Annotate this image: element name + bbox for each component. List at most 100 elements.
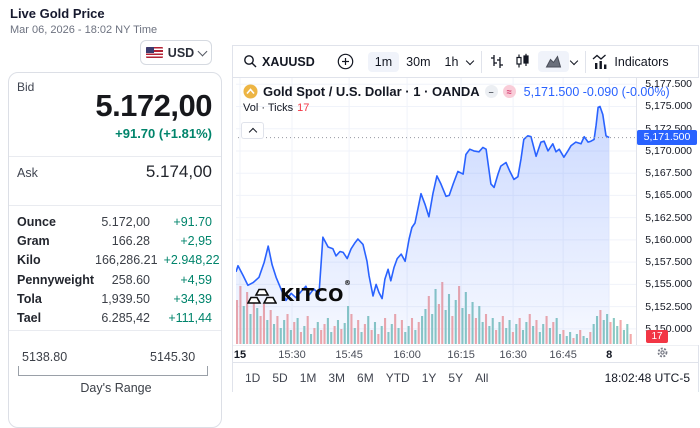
bid-label: Bid <box>17 80 35 94</box>
day-range-label: Day's Range <box>80 381 152 395</box>
toolbar-separator <box>481 50 483 73</box>
price-tick-label: 5,152.500 <box>645 300 692 313</box>
bid-change: +91.70 (+1.81%) <box>115 126 212 141</box>
volume-badge: 17 <box>646 330 668 343</box>
page-title: Live Gold Price <box>10 6 105 21</box>
interval-30m-button[interactable]: 30m <box>406 54 431 69</box>
chevron-down-icon <box>197 46 208 56</box>
price-chart-canvas[interactable] <box>236 78 637 344</box>
divider <box>9 330 221 331</box>
unit-label: Pennyweight <box>17 272 95 287</box>
range-6m-button[interactable]: 6M <box>357 370 374 385</box>
unit-value: 166.28 <box>111 233 150 248</box>
chart-toolbar: XAUUSD 1m 30m 1h Indicators <box>233 46 698 78</box>
range-5d-button[interactable]: 5D <box>272 370 288 385</box>
unit-value: 6.285,42 <box>101 311 150 326</box>
minus-chip-icon[interactable]: – <box>484 85 498 98</box>
indicators-icon <box>592 54 607 69</box>
time-tick-label: 16:00 <box>393 349 421 361</box>
price-tick-label: 5,167.500 <box>645 167 692 180</box>
candles-style-button[interactable] <box>514 53 531 70</box>
time-tick-label: 16:30 <box>499 349 527 361</box>
compare-add-button[interactable] <box>337 53 354 70</box>
chart-legend: Gold Spot / U.S. Dollar · 1 · OANDA – ≈ … <box>243 84 670 114</box>
unit-value: 1,939.50 <box>101 291 150 306</box>
interval-1m-button[interactable]: 1m <box>367 51 400 72</box>
table-row-ounce: Ounce 5.172,00 +91.70 <box>17 212 212 231</box>
volume-label: Vol · Ticks <box>243 102 294 114</box>
indicators-label: Indicators <box>614 54 669 69</box>
toolbar-separator <box>585 50 587 73</box>
candles-icon <box>516 53 530 68</box>
divider <box>9 205 221 206</box>
table-row-pennyweight: Pennyweight 258.60 +4,59 <box>17 270 212 289</box>
chart-plot-area[interactable]: Gold Spot / U.S. Dollar · 1 · OANDA – ≈ … <box>233 78 698 345</box>
range-toolbar: 1D 5D 1M 3M 6M YTD 1Y 5Y All 18:02:48 UT… <box>233 362 698 392</box>
table-row-gram: Gram 166.28 +2,95 <box>17 231 212 250</box>
volume-legend: Vol · Ticks 17 <box>243 102 670 114</box>
bars-style-button[interactable] <box>488 53 505 70</box>
unit-label: Ounce <box>17 214 56 229</box>
currency-select[interactable]: USD <box>140 40 212 65</box>
range-1y-button[interactable]: 1Y <box>421 370 437 385</box>
timezone-button[interactable]: 18:02:48 UTC-5 <box>604 370 690 385</box>
price-tick-label: 5,162.500 <box>645 211 692 224</box>
unit-conversion-table: Ounce 5.172,00 +91.70 Gram 166.28 +2,95 … <box>17 212 220 328</box>
us-flag-icon <box>145 47 163 58</box>
range-all-button[interactable]: All <box>475 370 489 385</box>
ask-value: 5.174,00 <box>145 162 212 181</box>
gear-icon[interactable] <box>656 346 669 359</box>
day-range-low: 5138.80 <box>22 350 68 364</box>
price-axis[interactable]: 5,177.500 5,175.000 5,172.500 5,170.000 5,16… <box>636 78 699 345</box>
unit-change: +2,95 <box>180 233 212 248</box>
time-tick-label: 15:30 <box>278 349 306 361</box>
price-tick-label: 5,157.500 <box>645 256 692 269</box>
price-tick-label: 5,170.000 <box>645 144 692 157</box>
ohlc-bars-icon <box>491 55 504 68</box>
range-ytd-button[interactable]: YTD <box>385 370 410 385</box>
price-tick-label: 5,175.000 <box>645 100 692 113</box>
bid-value: 5.172,00 <box>95 88 212 123</box>
unit-change: +91.70 <box>173 214 212 229</box>
range-1d-button[interactable]: 1D <box>245 370 261 385</box>
time-axis[interactable]: 15 15:30 15:45 16:00 16:15 16:30 16:45 8 <box>233 345 698 362</box>
symbol-title[interactable]: Gold Spot / U.S. Dollar · 1 · OANDA <box>263 84 480 99</box>
price-tick-label: 5,155.000 <box>645 278 692 291</box>
kitco-watermark: KITCO® <box>247 279 352 306</box>
unit-change: +111,44 <box>168 311 212 326</box>
indicators-button[interactable]: Indicators <box>592 54 669 70</box>
ask-label: Ask <box>17 166 38 180</box>
current-price-badge: 5,171.500 <box>637 130 697 146</box>
price-tick-label: 5,177.500 <box>645 78 692 91</box>
area-chart-icon <box>546 55 562 68</box>
interval-1h-button[interactable]: 1h <box>444 54 459 69</box>
table-row-kilo: Kilo 166,286.21 +2.948,22 <box>17 251 220 270</box>
pane-collapse-button[interactable] <box>241 122 264 139</box>
symbol-search-button[interactable]: XAUUSD <box>243 54 315 69</box>
volume-value: 17 <box>297 102 310 114</box>
search-icon <box>244 55 257 68</box>
range-1m-button[interactable]: 1M <box>299 370 317 385</box>
unit-change: +34,39 <box>173 291 212 306</box>
price-tick-label: 5,160.000 <box>645 233 692 246</box>
unit-label: Kilo <box>17 253 41 268</box>
approx-chip-icon[interactable]: ≈ <box>502 85 516 98</box>
style-menu-chevron-icon[interactable] <box>570 56 579 65</box>
range-5y-button[interactable]: 5Y <box>448 370 464 385</box>
unit-value: 5.172,00 <box>101 214 150 229</box>
unit-change: +4,59 <box>180 272 212 287</box>
range-3m-button[interactable]: 3M <box>328 370 346 385</box>
interval-menu-chevron-icon[interactable] <box>466 56 475 65</box>
divider <box>9 156 221 157</box>
day-range-high: 5145.30 <box>150 350 196 364</box>
unit-value: 166,286.21 <box>95 253 158 268</box>
gold-price-panel: Live Gold Price Mar 06, 2026 - 18:02 NY … <box>0 0 232 428</box>
kitco-logo-text: KITCO® <box>280 279 352 306</box>
time-tick-label: 15:45 <box>335 349 363 361</box>
area-style-button[interactable] <box>538 51 570 72</box>
chevron-up-icon <box>248 127 257 137</box>
add-symbol-plus-icon <box>337 53 354 70</box>
time-tick-label: 16:45 <box>549 349 577 361</box>
price-tick-label: 5,165.000 <box>645 189 692 202</box>
